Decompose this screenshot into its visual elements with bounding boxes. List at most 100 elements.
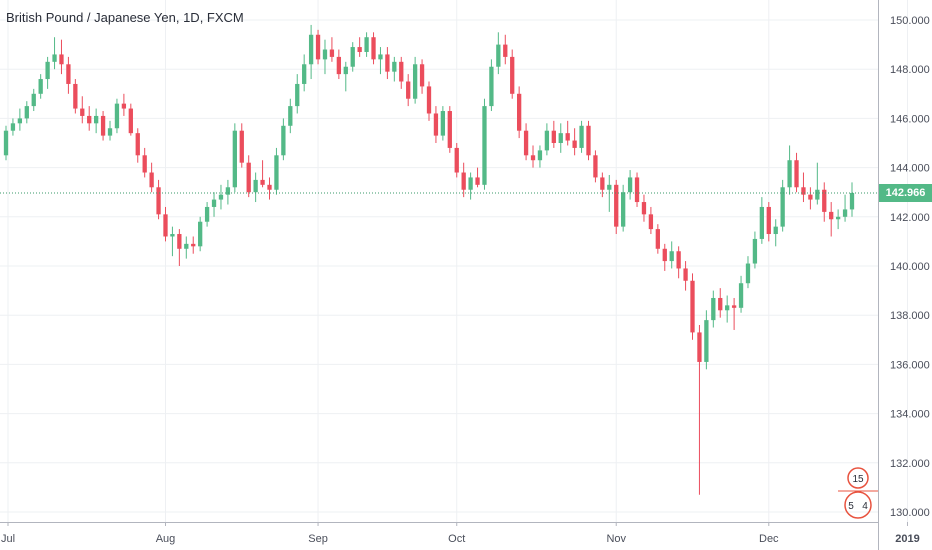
candle [302,54,307,92]
x-tick-label: Oct [448,533,465,545]
candle [121,93,127,116]
candle-body [246,162,251,193]
candle [558,123,563,153]
candle-body [156,187,161,215]
svg-text:5: 5 [848,501,854,512]
candle-body [198,221,203,247]
candle [530,145,536,168]
candle-body [295,83,300,107]
candle [281,118,286,161]
candle [17,108,23,131]
candle [544,123,550,156]
candle-body [100,115,106,136]
candle-body [225,187,231,195]
candle [385,47,390,80]
logo-icon: 15 5 4 [838,467,878,519]
candle-body [572,140,577,148]
candle [829,202,834,237]
candle-body [211,199,217,207]
candle [759,197,765,244]
candle-body [454,147,459,173]
candle [565,120,570,146]
candle [440,106,446,141]
candle-body [191,243,196,247]
candle [614,179,619,235]
candle [295,74,300,114]
candle [787,145,792,195]
candle [669,241,674,269]
candle [842,194,848,222]
candle-body [24,106,29,119]
candle-body [288,106,293,126]
candle [433,106,439,143]
candle-body [253,179,258,193]
candle-body [835,216,841,220]
candle [523,123,529,161]
candle-body [648,214,654,230]
candle-body [593,155,598,178]
candle [711,290,716,328]
candle-body [204,206,210,222]
candle-body [600,177,605,190]
candle [364,32,369,57]
candle-body [829,211,834,220]
candle [773,219,778,247]
candle [704,310,709,370]
candle-body [177,234,182,249]
y-tick-label: 140.000 [890,261,930,273]
candle-body [669,251,674,262]
candle-body [551,130,556,143]
candle-body [725,305,730,311]
candle [496,32,501,75]
candle [100,111,106,141]
candle [170,226,175,257]
candle [406,74,411,107]
candle-body [10,123,16,131]
candle-body [475,177,480,185]
candle-body [641,202,647,215]
candle [551,120,556,148]
candle-body [461,172,466,190]
candle-body [516,93,522,131]
y-tick-label: 150.000 [890,15,930,27]
y-tick-label: 142.000 [890,212,930,224]
candle [489,59,494,112]
candle [815,162,820,205]
candle-body [392,61,397,72]
candle [274,147,279,195]
candle [378,47,383,75]
candle-body [634,177,640,203]
candle [586,120,591,161]
candle-body [378,54,383,60]
candle-body [357,47,362,52]
candlestick-series [3,24,855,495]
candle-body [66,64,71,84]
candle-body [73,83,78,109]
candle [267,177,272,200]
candle-body [440,111,446,136]
candle-body [503,44,508,57]
candle [447,106,452,153]
candle [725,295,730,323]
candle [211,192,217,217]
candle [371,32,376,65]
candle-body [752,238,758,264]
candle [239,123,244,168]
candle [343,61,348,92]
candle [260,160,265,188]
candle-body [17,118,23,124]
candle [718,288,723,318]
candle [80,96,85,124]
candle-body [350,47,355,67]
candle [322,39,328,75]
candle [516,86,522,139]
candle-body [731,305,737,308]
candle [308,24,314,80]
candle-body [447,111,452,148]
candle [794,152,799,193]
candle [350,42,355,72]
candle-body [496,44,501,67]
candle [537,145,543,168]
